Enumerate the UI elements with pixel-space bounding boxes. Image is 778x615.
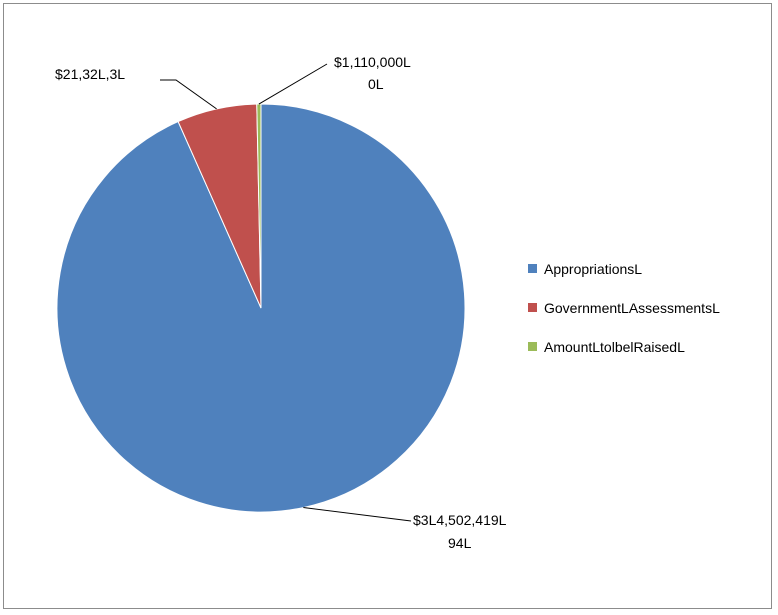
- legend-swatch-amount-raised: [528, 342, 537, 351]
- legend-swatch-government-assessments: [528, 303, 537, 312]
- data-label-amount-raised-line1: $1,110,000L: [334, 54, 411, 70]
- data-label-amount-raised-line2: 0L: [368, 76, 384, 92]
- leader-line-appropriations: [303, 507, 412, 522]
- pie-slices: [56, 103, 466, 513]
- leader-line-amount-raised: [258, 63, 328, 105]
- leader-line-government-assessments: [160, 79, 217, 110]
- legend-swatch-appropriations: [528, 264, 537, 273]
- legend: AppropriationsL GovernmentLAssessmentsL …: [528, 261, 720, 355]
- leader-lines: [160, 63, 412, 522]
- legend-label-appropriations: AppropriationsL: [544, 261, 642, 277]
- data-label-appropriations-line1: $3L4,502,419L: [413, 512, 507, 528]
- legend-label-amount-raised: AmountLtolbelRaisedL: [544, 339, 685, 355]
- legend-label-government-assessments: GovernmentLAssessmentsL: [544, 300, 720, 316]
- data-label-government-assessments: $21,32L,3L: [55, 66, 125, 82]
- data-label-appropriations-line2: 94L: [448, 535, 472, 551]
